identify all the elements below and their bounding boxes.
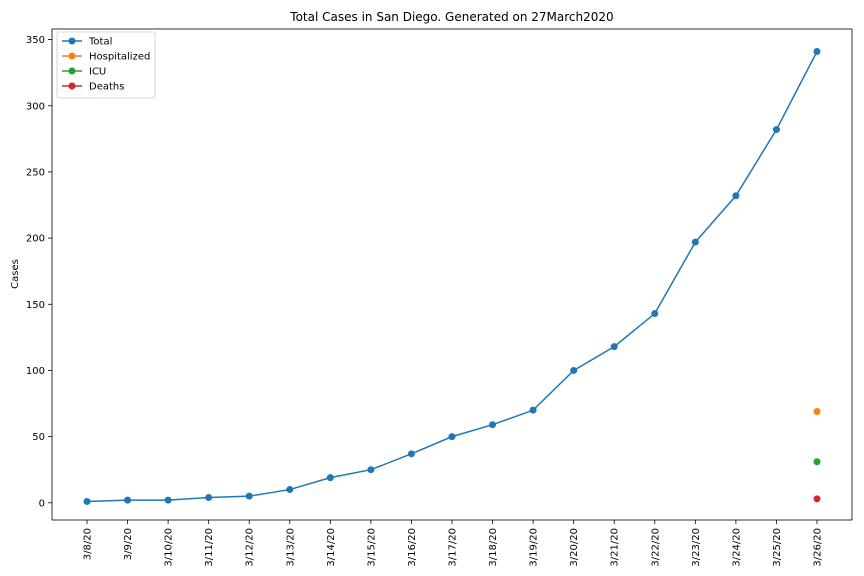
- legend: Total Hospitalized ICU Deaths: [56, 31, 156, 99]
- legend-icu-marker: [68, 67, 76, 75]
- total-point: [529, 406, 537, 414]
- x-tick-label: 3/9/20: [123, 528, 134, 560]
- x-tick-label: 3/26/20: [813, 528, 824, 567]
- x-tick-label: 3/21/20: [610, 528, 621, 567]
- y-tick-label: 100: [26, 366, 45, 377]
- x-tick-label: 3/16/20: [407, 528, 418, 567]
- total-point: [489, 421, 497, 429]
- total-point: [205, 494, 213, 502]
- y-tick-label: 300: [26, 101, 45, 112]
- y-tick-label: 150: [26, 300, 45, 311]
- total-point: [732, 192, 740, 200]
- total-point: [286, 486, 294, 494]
- icu-point: [813, 458, 821, 466]
- x-tick-label: 3/24/20: [731, 528, 742, 567]
- x-tick-label: 3/25/20: [772, 528, 783, 567]
- y-tick-label: 250: [26, 167, 45, 178]
- total-point: [610, 343, 618, 351]
- total-point: [83, 497, 91, 505]
- x-tick-label: 3/19/20: [529, 528, 540, 567]
- total-point: [367, 466, 375, 474]
- x-tick-label: 3/12/20: [245, 528, 256, 567]
- x-tick-label: 3/15/20: [366, 528, 377, 567]
- total-point: [407, 450, 415, 458]
- legend-hospitalized-label: Hospitalized: [89, 52, 150, 63]
- legend-deaths-label: Deaths: [89, 82, 124, 93]
- legend-deaths-marker: [68, 82, 76, 90]
- chart-title: Total Cases in San Diego. Generated on 2…: [289, 10, 613, 24]
- y-tick-label: 50: [32, 432, 45, 443]
- total-point: [651, 310, 659, 318]
- y-tick-label: 350: [26, 35, 45, 46]
- x-tick-label: 3/20/20: [569, 528, 580, 567]
- x-tick-label: 3/23/20: [691, 528, 702, 567]
- total-point: [124, 496, 132, 504]
- x-tick-label: 3/17/20: [448, 528, 459, 567]
- legend-box: [56, 31, 156, 99]
- total-point: [245, 492, 253, 500]
- y-axis-label: Cases: [10, 259, 21, 289]
- x-tick-label: 3/18/20: [488, 528, 499, 567]
- total-point: [691, 238, 699, 246]
- total-point: [326, 474, 334, 482]
- total-point: [448, 433, 456, 441]
- x-tick-label: 3/11/20: [204, 528, 215, 567]
- x-tick-label: 3/14/20: [326, 528, 337, 567]
- x-tick-label: 3/10/20: [164, 528, 175, 567]
- total-point: [772, 126, 780, 134]
- hospitalized-point: [813, 407, 821, 415]
- legend-icu-label: ICU: [89, 67, 106, 78]
- x-tick-label: 3/22/20: [650, 528, 661, 567]
- legend-total-marker: [68, 37, 76, 45]
- total-point: [164, 496, 172, 504]
- y-tick-label: 0: [39, 498, 45, 509]
- x-tick-label: 3/8/20: [83, 528, 94, 560]
- x-tick-label: 3/13/20: [285, 528, 296, 567]
- total-point: [813, 47, 821, 55]
- legend-hospitalized-marker: [68, 52, 76, 60]
- deaths-point: [813, 495, 821, 503]
- total-point: [570, 366, 578, 374]
- y-tick-label: 200: [26, 234, 45, 245]
- plot-frame: [51, 28, 853, 521]
- legend-total-label: Total: [88, 37, 112, 48]
